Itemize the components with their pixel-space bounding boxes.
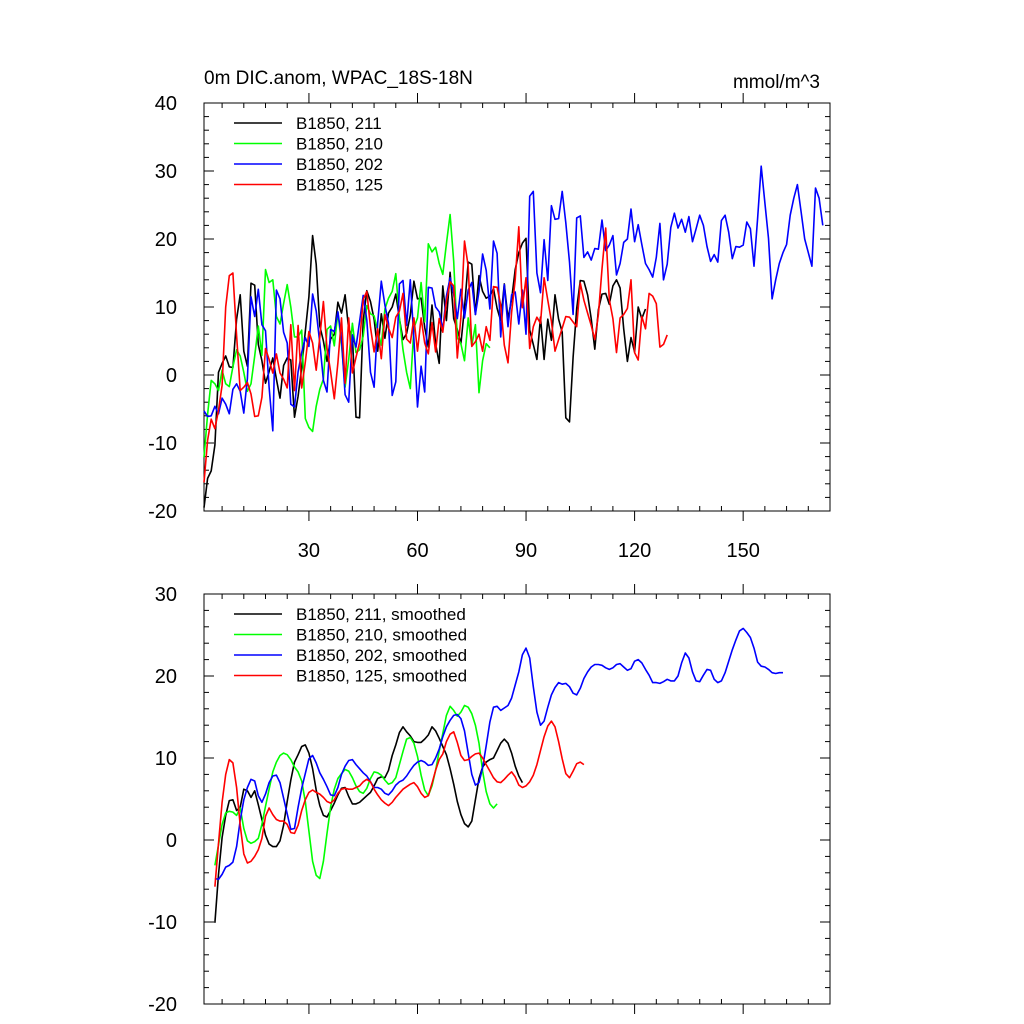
- top-y-tick-label: -10: [148, 433, 177, 455]
- bottom-series-line-b1850-125-smoothed: [214, 720, 585, 887]
- top-x-tick-label: 150: [726, 540, 759, 562]
- top-y-tick-label: 0: [166, 365, 177, 387]
- top-series-group: [203, 165, 824, 508]
- bottom-tick-group: -20 -10 0 10 20 30: [148, 584, 831, 1016]
- top-y-tick-label: 40: [155, 93, 177, 115]
- top-chart-title: 0m DIC.anom, WPAC_18S-18N: [204, 68, 473, 89]
- bottom-legend: B1850, 211, smoothed B1850, 210, smoothed…: [234, 605, 467, 686]
- top-legend-label: B1850, 125: [296, 176, 383, 195]
- top-x-tick-label: 120: [618, 540, 651, 562]
- top-line-chart: 0m DIC.anom, WPAC_18S-18N mmol/m^3 -20 -1…: [148, 68, 831, 562]
- bottom-legend-label: B1850, 202, smoothed: [296, 646, 467, 665]
- top-y-tick-label: -20: [148, 501, 177, 523]
- bottom-series-group: [214, 627, 783, 923]
- bottom-series-line-b1850-202-smoothed: [214, 627, 783, 881]
- top-chart-units-label: mmol/m^3: [733, 72, 820, 93]
- top-x-tick-label: 30: [298, 540, 320, 562]
- bottom-series-line-b1850-211-smoothed: [214, 725, 524, 923]
- bottom-legend-label: B1850, 210, smoothed: [296, 626, 467, 645]
- top-y-tick-label: 20: [155, 229, 177, 251]
- top-tick-group: -20 -10 0 10 20 30 40 30 60 90 120 150: [148, 93, 831, 562]
- bottom-legend-label: B1850, 125, smoothed: [296, 667, 467, 686]
- bottom-y-tick-label: 20: [155, 666, 177, 688]
- bottom-y-tick-label: -20: [148, 994, 177, 1016]
- top-series-line-b1850-211: [203, 234, 647, 508]
- top-x-tick-label: 60: [406, 540, 428, 562]
- bottom-legend-label: B1850, 211, smoothed: [296, 605, 466, 624]
- top-legend-label: B1850, 210: [296, 135, 383, 154]
- top-legend-label: B1850, 211: [296, 114, 382, 133]
- bottom-y-tick-label: 10: [155, 748, 177, 770]
- top-legend-label: B1850, 202: [296, 155, 383, 174]
- bottom-plot-frame: [203, 593, 831, 1005]
- top-series-line-b1850-210: [203, 213, 491, 458]
- top-y-tick-label: 10: [155, 297, 177, 319]
- bottom-y-tick-label: -10: [148, 912, 177, 934]
- bottom-y-tick-label: 30: [155, 584, 177, 606]
- bottom-y-tick-label: 0: [166, 830, 177, 852]
- bottom-series-line-b1850-210-smoothed: [214, 704, 498, 880]
- top-y-tick-label: 30: [155, 161, 177, 183]
- top-x-tick-label: 90: [515, 540, 537, 562]
- top-series-line-b1850-125: [203, 226, 668, 483]
